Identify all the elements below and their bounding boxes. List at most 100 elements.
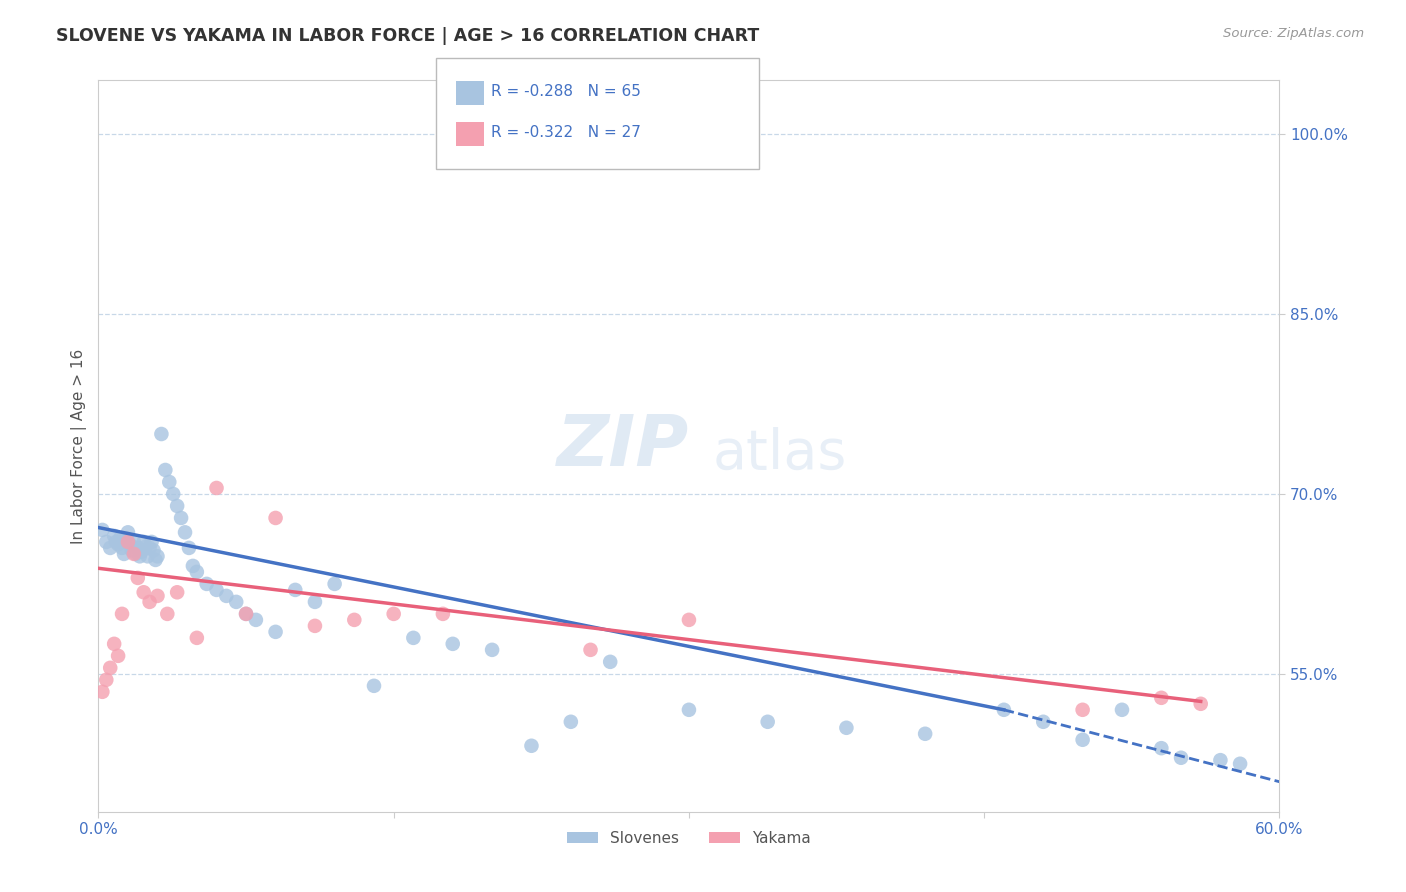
Point <box>195 577 218 591</box>
Point <box>432 607 454 621</box>
Point <box>121 543 143 558</box>
Point <box>914 727 936 741</box>
Point <box>678 613 700 627</box>
Point <box>1170 751 1192 765</box>
Point <box>1071 703 1094 717</box>
Point <box>91 523 114 537</box>
Point <box>235 607 257 621</box>
Point <box>304 619 326 633</box>
Point <box>98 541 121 555</box>
Point <box>141 535 163 549</box>
Point <box>323 577 346 591</box>
Point <box>993 703 1015 717</box>
Point <box>125 547 148 561</box>
Point <box>136 549 159 564</box>
Point <box>186 565 208 579</box>
Point <box>103 637 125 651</box>
Point <box>150 427 173 442</box>
Point <box>108 532 131 546</box>
Point <box>170 511 193 525</box>
Point <box>402 631 425 645</box>
Point <box>1150 690 1173 705</box>
Point <box>98 661 121 675</box>
Point <box>520 739 543 753</box>
Point <box>146 589 169 603</box>
Point <box>157 475 180 489</box>
Point <box>215 589 238 603</box>
Point <box>127 541 149 555</box>
Point <box>756 714 779 729</box>
Point <box>103 529 125 543</box>
Point <box>835 721 858 735</box>
Point <box>118 537 141 551</box>
Point <box>132 535 155 549</box>
Point <box>115 532 138 546</box>
Point <box>304 595 326 609</box>
Point <box>1189 697 1212 711</box>
Point <box>166 499 188 513</box>
Y-axis label: In Labor Force | Age > 16: In Labor Force | Age > 16 <box>72 349 87 543</box>
Point <box>96 535 118 549</box>
Point <box>132 585 155 599</box>
Legend: Slovenes, Yakama: Slovenes, Yakama <box>561 824 817 852</box>
Point <box>181 558 204 573</box>
Point <box>107 648 129 663</box>
Point <box>112 547 135 561</box>
Point <box>264 624 287 639</box>
Point <box>678 703 700 717</box>
Point <box>1150 741 1173 756</box>
Point <box>138 595 160 609</box>
Point <box>177 541 200 555</box>
Point <box>155 463 177 477</box>
Text: SLOVENE VS YAKAMA IN LABOR FORCE | AGE > 16 CORRELATION CHART: SLOVENE VS YAKAMA IN LABOR FORCE | AGE >… <box>56 27 759 45</box>
Point <box>186 631 208 645</box>
Point <box>284 582 307 597</box>
Point <box>1071 732 1094 747</box>
Point <box>142 543 165 558</box>
Point <box>122 535 145 549</box>
Point <box>264 511 287 525</box>
Point <box>91 685 114 699</box>
Point <box>579 643 602 657</box>
Point <box>96 673 118 687</box>
Point <box>131 544 153 558</box>
Text: R = -0.288   N = 65: R = -0.288 N = 65 <box>491 85 641 99</box>
Point <box>111 541 134 555</box>
Point <box>111 607 134 621</box>
Point <box>122 547 145 561</box>
Point <box>145 553 167 567</box>
Point <box>128 549 150 564</box>
Point <box>127 571 149 585</box>
Point <box>560 714 582 729</box>
Point <box>135 540 157 554</box>
Point <box>235 607 257 621</box>
Point <box>1209 753 1232 767</box>
Point <box>205 582 228 597</box>
Text: ZIP: ZIP <box>557 411 689 481</box>
Point <box>162 487 184 501</box>
Point <box>117 535 139 549</box>
Point <box>363 679 385 693</box>
Point <box>156 607 179 621</box>
Text: R = -0.322   N = 27: R = -0.322 N = 27 <box>491 126 641 140</box>
Text: Source: ZipAtlas.com: Source: ZipAtlas.com <box>1223 27 1364 40</box>
Text: atlas: atlas <box>713 426 846 480</box>
Point <box>441 637 464 651</box>
Point <box>1032 714 1054 729</box>
Point <box>166 585 188 599</box>
Point <box>107 537 129 551</box>
Point <box>599 655 621 669</box>
Point <box>481 643 503 657</box>
Point <box>245 613 267 627</box>
Point <box>225 595 247 609</box>
Point <box>174 525 197 540</box>
Point <box>343 613 366 627</box>
Point <box>146 549 169 564</box>
Point <box>138 541 160 555</box>
Point <box>105 535 128 549</box>
Point <box>117 525 139 540</box>
Point <box>1111 703 1133 717</box>
Point <box>1229 756 1251 771</box>
Point <box>382 607 405 621</box>
Point <box>205 481 228 495</box>
